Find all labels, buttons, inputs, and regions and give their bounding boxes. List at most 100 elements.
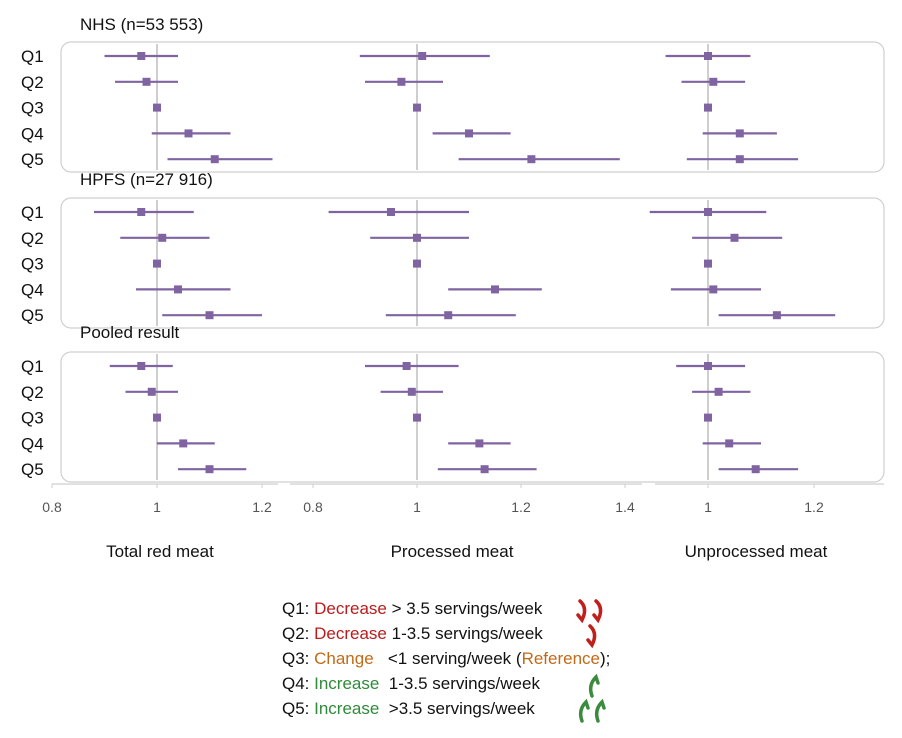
point-estimate-marker xyxy=(153,103,161,112)
column-title: Total red meat xyxy=(106,542,214,561)
point-estimate-marker xyxy=(751,465,760,474)
point-estimate-marker xyxy=(153,259,161,268)
panel-frame xyxy=(60,41,885,173)
point-estimate-marker xyxy=(491,285,499,294)
row-label: Q3 xyxy=(21,99,44,118)
double-up-arrow-icon xyxy=(578,698,606,723)
point-estimate-marker xyxy=(465,129,473,138)
legend-q5-text: >3.5 servings/week xyxy=(379,699,535,718)
point-estimate-marker xyxy=(704,259,712,268)
point-estimate-marker xyxy=(402,362,411,370)
panel-title: HPFS (n=27 916) xyxy=(80,170,213,189)
point-estimate-marker xyxy=(772,311,781,320)
point-estimate-marker xyxy=(418,52,427,60)
panel-frame xyxy=(60,351,885,483)
legend-q1-text: > 3.5 servings/week xyxy=(386,599,543,618)
legend-q2-word: Decrease xyxy=(314,624,387,643)
panel-frame xyxy=(60,197,885,329)
row-label: Q2 xyxy=(21,383,44,402)
x-tick-label: 1.2 xyxy=(252,499,272,515)
legend-q3-text: <1 serving/week ( xyxy=(373,649,522,668)
point-estimate-marker xyxy=(210,155,219,164)
point-estimate-marker xyxy=(413,259,421,268)
point-estimate-marker xyxy=(714,387,723,396)
x-tick-label: 0.8 xyxy=(42,499,62,515)
row-label: Q3 xyxy=(21,409,44,428)
x-tick-label: 1.2 xyxy=(804,499,824,515)
double-down-arrow-icon xyxy=(576,599,603,624)
row-label: Q4 xyxy=(21,280,44,299)
point-estimate-marker xyxy=(153,413,161,422)
point-estimate-marker xyxy=(527,155,536,164)
row-label: Q5 xyxy=(21,460,44,479)
legend-q5-word: Increase xyxy=(314,699,380,718)
legend-q3-word: Change xyxy=(314,649,374,668)
row-label: Q1 xyxy=(21,203,44,222)
legend-q1-word: Decrease xyxy=(314,599,387,618)
point-estimate-marker xyxy=(704,362,712,370)
point-estimate-marker xyxy=(480,465,489,474)
point-estimate-marker xyxy=(475,439,484,448)
point-estimate-marker xyxy=(179,439,188,448)
legend-q5-label: Q5: xyxy=(282,699,315,718)
point-estimate-marker xyxy=(444,311,453,320)
row-label: Q5 xyxy=(21,150,44,169)
column-title: Unprocessed meat xyxy=(685,542,828,561)
point-estimate-marker xyxy=(413,103,421,112)
x-tick-label: 1.2 xyxy=(511,499,531,515)
point-estimate-marker xyxy=(709,285,718,294)
x-tick-label: 1 xyxy=(704,499,712,515)
point-estimate-marker xyxy=(137,208,146,216)
x-tick-label: 1.4 xyxy=(615,499,635,515)
row-label: Q1 xyxy=(21,47,44,66)
point-estimate-marker xyxy=(174,285,182,294)
point-estimate-marker xyxy=(137,362,146,370)
legend-q4-word: Increase xyxy=(314,674,380,693)
panel-title: Pooled result xyxy=(80,323,180,342)
column-title: Processed meat xyxy=(391,542,514,561)
point-estimate-marker xyxy=(709,77,718,86)
point-estimate-marker xyxy=(704,103,712,112)
point-estimate-marker xyxy=(158,233,167,242)
legend-q4-label: Q4: xyxy=(282,674,315,693)
point-estimate-marker xyxy=(205,311,214,320)
row-label: Q3 xyxy=(21,255,44,274)
legend-q1-label: Q1: xyxy=(282,599,315,618)
point-estimate-marker xyxy=(413,233,421,242)
legend-row-q5: Q5: Increase >3.5 servings/week xyxy=(282,696,610,723)
point-estimate-marker xyxy=(735,155,744,164)
point-estimate-marker xyxy=(184,129,193,138)
legend-q2-text: 1-3.5 servings/week xyxy=(386,624,543,643)
point-estimate-marker xyxy=(142,77,151,86)
point-estimate-marker xyxy=(704,413,712,422)
legend-q2-label: Q2: xyxy=(282,624,315,643)
point-estimate-marker xyxy=(704,208,712,216)
legend-row-q4: Q4: Increase 1-3.5 servings/week xyxy=(282,671,610,698)
point-estimate-marker xyxy=(725,439,734,448)
legend-row-q2: Q2: Decrease 1-3.5 servings/week xyxy=(282,621,610,649)
point-estimate-marker xyxy=(730,233,739,242)
legend-q3-reference: Reference xyxy=(521,649,600,668)
up-arrow-icon xyxy=(588,673,600,698)
panel-title: NHS (n=53 553) xyxy=(80,15,203,34)
point-estimate-marker xyxy=(413,413,421,422)
point-estimate-marker xyxy=(137,52,146,60)
point-estimate-marker xyxy=(147,387,156,396)
point-estimate-marker xyxy=(387,208,395,216)
point-estimate-marker xyxy=(407,387,416,396)
row-label: Q1 xyxy=(21,357,44,376)
x-tick-label: 0.8 xyxy=(303,499,323,515)
x-tick-label: 1 xyxy=(153,499,161,515)
legend-row-q3: Q3: Change <1 serving/week (Reference); xyxy=(282,646,610,671)
legend-q3-tail: ); xyxy=(600,649,611,668)
row-label: Q2 xyxy=(21,229,44,248)
down-arrow-icon xyxy=(586,624,597,649)
point-estimate-marker xyxy=(397,77,406,86)
row-label: Q2 xyxy=(21,73,44,92)
legend-row-q1: Q1: Decrease > 3.5 servings/week xyxy=(282,596,610,624)
point-estimate-marker xyxy=(704,52,712,60)
point-estimate-marker xyxy=(205,465,214,474)
row-label: Q5 xyxy=(21,306,44,325)
legend-q3-label: Q3: xyxy=(282,649,315,668)
